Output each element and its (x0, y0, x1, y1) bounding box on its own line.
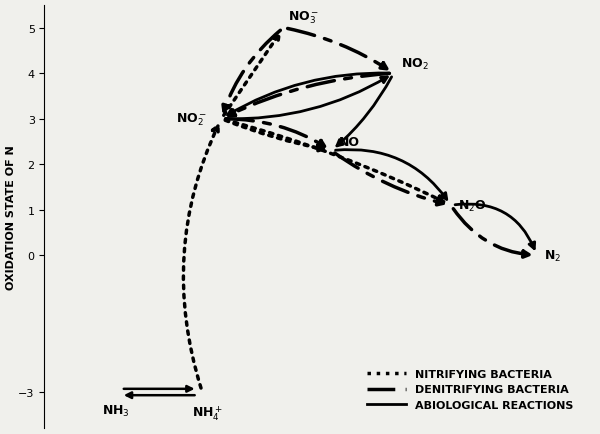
Text: NO$_2$: NO$_2$ (401, 57, 428, 72)
Y-axis label: OXIDATION STATE OF N: OXIDATION STATE OF N (5, 145, 16, 289)
Text: N$_2$O: N$_2$O (458, 198, 487, 214)
Text: NH$_3$: NH$_3$ (103, 404, 130, 418)
Text: NO$_2^-$: NO$_2^-$ (176, 111, 207, 128)
Text: N$_2$: N$_2$ (544, 248, 562, 263)
Text: NO: NO (338, 136, 359, 149)
Text: NH$_4^+$: NH$_4^+$ (191, 404, 223, 422)
Legend: NITRIFYING BACTERIA, DENITRIFYING BACTERIA, ABIOLOGICAL REACTIONS: NITRIFYING BACTERIA, DENITRIFYING BACTER… (363, 365, 578, 414)
Text: NO$_3^-$: NO$_3^-$ (289, 10, 320, 26)
